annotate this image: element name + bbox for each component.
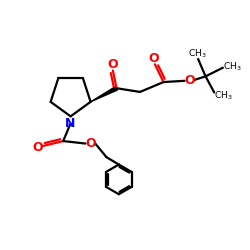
Polygon shape [90, 86, 118, 102]
Text: O: O [85, 136, 96, 149]
Text: CH$_3$: CH$_3$ [223, 60, 242, 73]
Text: O: O [148, 52, 159, 65]
Text: CH$_3$: CH$_3$ [214, 89, 233, 102]
Text: O: O [184, 74, 195, 86]
Text: O: O [32, 141, 43, 154]
Text: CH$_3$: CH$_3$ [188, 47, 206, 60]
Text: N: N [65, 117, 75, 130]
Text: O: O [108, 58, 118, 71]
